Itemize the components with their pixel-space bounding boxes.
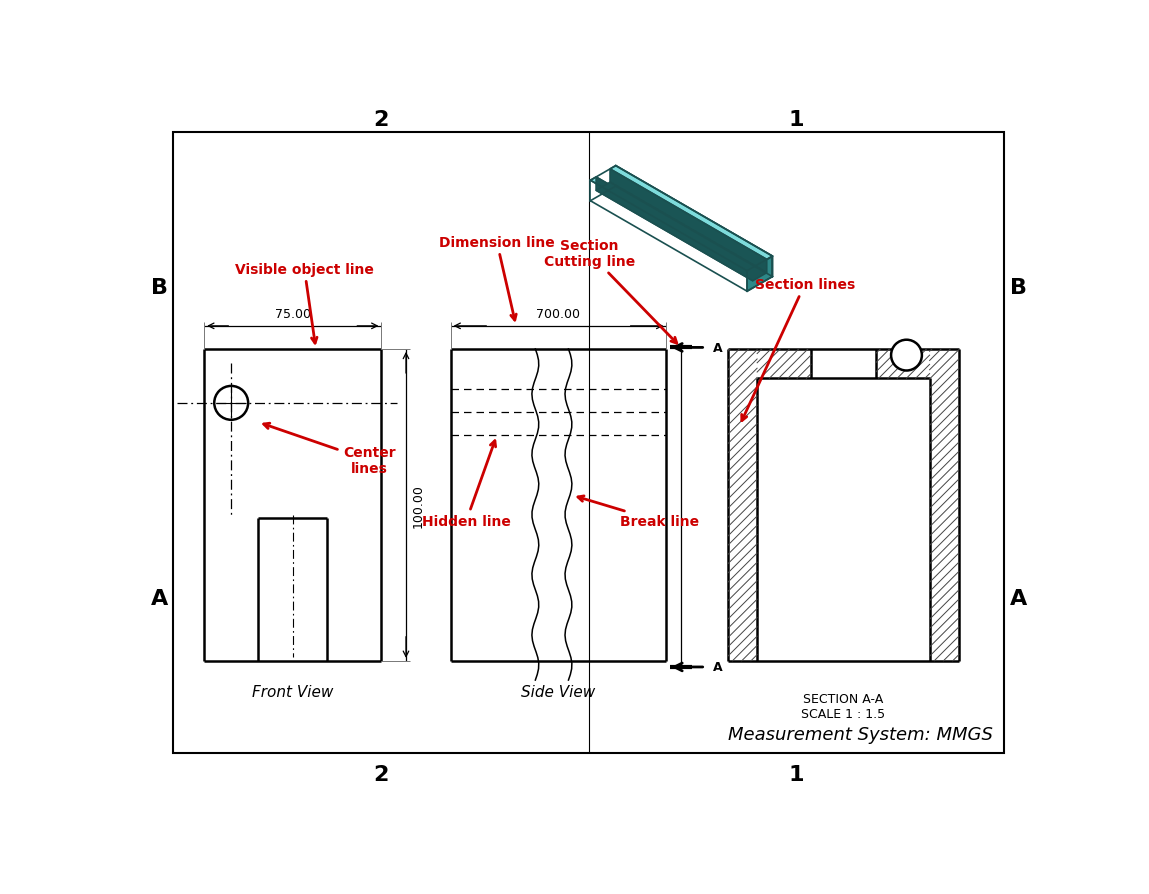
Polygon shape — [591, 178, 753, 272]
Text: Section lines: Section lines — [741, 278, 855, 421]
Text: A: A — [714, 661, 723, 674]
Text: Dimension line: Dimension line — [439, 236, 555, 321]
Text: Hidden line: Hidden line — [422, 442, 510, 529]
Text: Break line: Break line — [578, 496, 700, 529]
Polygon shape — [596, 178, 753, 282]
Polygon shape — [596, 183, 766, 282]
Text: 2: 2 — [373, 764, 388, 784]
Text: 700.00: 700.00 — [537, 308, 580, 320]
Text: 75.00: 75.00 — [275, 308, 310, 320]
Text: B: B — [151, 278, 168, 298]
Polygon shape — [747, 257, 772, 291]
Text: SECTION A-A
SCALE 1 : 1.5: SECTION A-A SCALE 1 : 1.5 — [801, 692, 886, 720]
Text: 100.00: 100.00 — [412, 484, 425, 527]
Text: A: A — [1010, 588, 1027, 608]
Polygon shape — [610, 166, 772, 260]
Text: Measurement System: MMGS: Measurement System: MMGS — [727, 725, 993, 743]
Text: Center
lines: Center lines — [264, 424, 395, 476]
Text: 1: 1 — [789, 110, 804, 131]
Text: Front View: Front View — [252, 684, 333, 699]
Text: 1: 1 — [789, 764, 804, 784]
Text: A: A — [151, 588, 168, 608]
Circle shape — [892, 341, 921, 371]
Text: Section
Cutting line: Section Cutting line — [543, 239, 677, 344]
Polygon shape — [616, 166, 772, 277]
Text: 2: 2 — [373, 110, 388, 131]
Polygon shape — [610, 170, 766, 274]
Text: Side View: Side View — [522, 684, 595, 699]
Text: A: A — [714, 342, 723, 355]
Text: B: B — [1010, 278, 1027, 298]
Text: Visible object line: Visible object line — [234, 263, 373, 343]
